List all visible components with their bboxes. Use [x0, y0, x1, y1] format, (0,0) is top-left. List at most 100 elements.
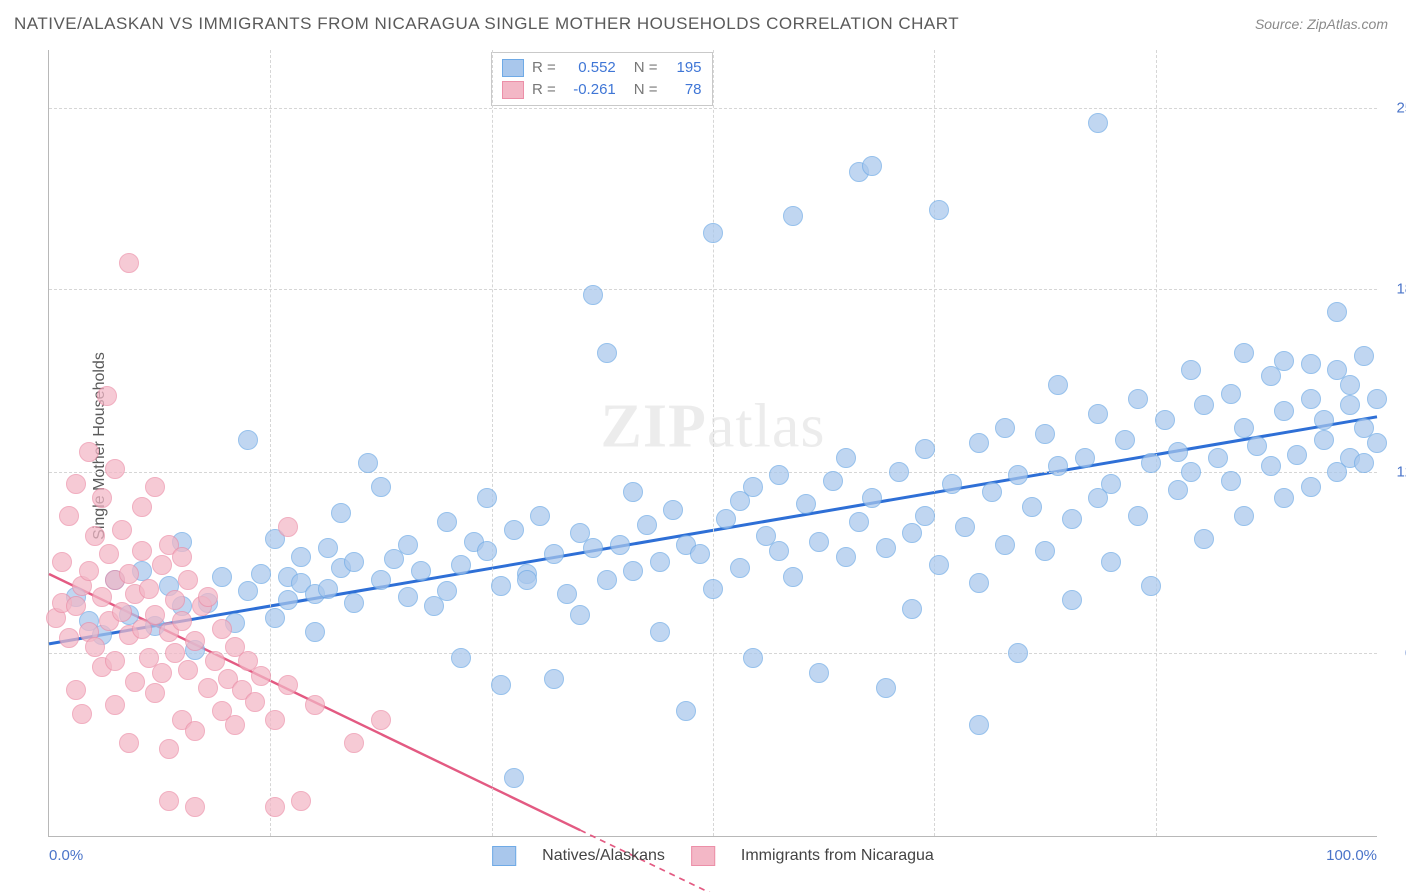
data-point [823, 471, 843, 491]
data-point [66, 680, 86, 700]
data-point [185, 721, 205, 741]
stats-legend: R =0.552N =195R =-0.261N =78 [491, 52, 713, 106]
data-point [623, 561, 643, 581]
data-point [862, 156, 882, 176]
data-point [955, 517, 975, 537]
data-point [99, 544, 119, 564]
data-point [915, 506, 935, 526]
data-point [637, 515, 657, 535]
data-point [769, 465, 789, 485]
data-point [52, 552, 72, 572]
data-point [1234, 418, 1254, 438]
data-point [1261, 456, 1281, 476]
data-point [1062, 509, 1082, 529]
data-point [1088, 404, 1108, 424]
data-point [995, 418, 1015, 438]
data-point [159, 739, 179, 759]
data-point [212, 619, 232, 639]
data-point [105, 459, 125, 479]
data-point [849, 512, 869, 532]
data-point [305, 622, 325, 642]
data-point [132, 497, 152, 517]
data-point [92, 587, 112, 607]
data-point [783, 206, 803, 226]
data-point [1022, 497, 1042, 517]
data-point [371, 570, 391, 590]
data-point [1274, 488, 1294, 508]
data-point [238, 430, 258, 450]
data-point [1168, 442, 1188, 462]
data-point [1234, 506, 1254, 526]
data-point [1141, 453, 1161, 473]
data-point [398, 587, 418, 607]
data-point [79, 442, 99, 462]
data-point [358, 453, 378, 473]
data-point [530, 506, 550, 526]
data-point [291, 547, 311, 567]
data-point [1008, 643, 1028, 663]
data-point [995, 535, 1015, 555]
data-point [331, 503, 351, 523]
data-point [139, 579, 159, 599]
data-point [225, 715, 245, 735]
data-point [1141, 576, 1161, 596]
data-point [1062, 590, 1082, 610]
data-point [66, 474, 86, 494]
data-point [570, 605, 590, 625]
data-point [517, 570, 537, 590]
data-point [1128, 389, 1148, 409]
data-point [85, 526, 105, 546]
data-point [1354, 346, 1374, 366]
data-point [1101, 474, 1121, 494]
data-point [969, 715, 989, 735]
data-point [1327, 302, 1347, 322]
data-point [212, 567, 232, 587]
data-point [1181, 360, 1201, 380]
data-point [1367, 433, 1387, 453]
source-label: Source: ZipAtlas.com [1255, 16, 1388, 32]
data-point [245, 692, 265, 712]
data-point [1367, 389, 1387, 409]
data-point [251, 666, 271, 686]
legend-label: Immigrants from Nicaragua [741, 847, 934, 865]
data-point [398, 535, 418, 555]
data-point [491, 576, 511, 596]
data-point [305, 695, 325, 715]
data-point [437, 581, 457, 601]
data-point [1194, 529, 1214, 549]
data-point [344, 733, 364, 753]
data-point [942, 474, 962, 494]
data-point [915, 439, 935, 459]
x-tick: 0.0% [49, 847, 83, 864]
data-point [676, 701, 696, 721]
data-point [278, 517, 298, 537]
data-point [650, 622, 670, 642]
data-point [796, 494, 816, 514]
data-point [1340, 375, 1360, 395]
data-point [318, 579, 338, 599]
data-point [79, 561, 99, 581]
data-point [1208, 448, 1228, 468]
data-point [178, 570, 198, 590]
data-point [66, 596, 86, 616]
data-point [597, 570, 617, 590]
data-point [318, 538, 338, 558]
data-point [716, 509, 736, 529]
data-point [198, 678, 218, 698]
data-point [59, 628, 79, 648]
data-point [125, 672, 145, 692]
data-point [1301, 354, 1321, 374]
data-point [1008, 465, 1028, 485]
data-point [1115, 430, 1135, 450]
data-point [1340, 395, 1360, 415]
data-point [504, 768, 524, 788]
data-point [105, 651, 125, 671]
data-point [477, 488, 497, 508]
data-point [119, 253, 139, 273]
data-point [703, 579, 723, 599]
data-point [1101, 552, 1121, 572]
data-point [1181, 462, 1201, 482]
data-point [344, 552, 364, 572]
data-point [1075, 448, 1095, 468]
data-point [291, 791, 311, 811]
